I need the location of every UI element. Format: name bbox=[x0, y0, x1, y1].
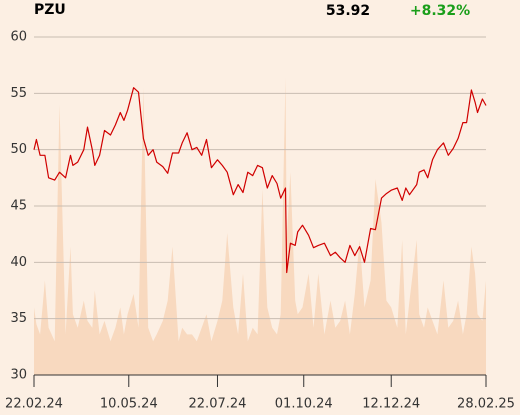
volume-area bbox=[34, 77, 486, 375]
price-change: +8.32% bbox=[410, 3, 470, 19]
y-tick-label: 45 bbox=[10, 199, 27, 214]
price-line bbox=[33, 87, 487, 274]
y-tick-label: 35 bbox=[10, 311, 27, 326]
y-tick-label: 60 bbox=[10, 30, 27, 45]
x-tick-label: 12.12.24 bbox=[362, 397, 420, 412]
y-tick-label: 40 bbox=[10, 255, 27, 270]
x-tick-label: 22.07.24 bbox=[189, 397, 247, 412]
y-tick-label: 55 bbox=[10, 86, 27, 101]
ticker: PZU bbox=[34, 2, 66, 18]
x-tick-label: 28.02.25 bbox=[457, 397, 515, 412]
x-tick-label: 22.02.24 bbox=[5, 397, 63, 412]
y-tick-label: 30 bbox=[10, 368, 27, 383]
x-tick-label: 01.10.24 bbox=[275, 397, 333, 412]
x-tick-label: 10.05.24 bbox=[100, 397, 158, 412]
last-price: 53.92 bbox=[326, 3, 370, 19]
y-tick-label: 50 bbox=[10, 142, 27, 157]
